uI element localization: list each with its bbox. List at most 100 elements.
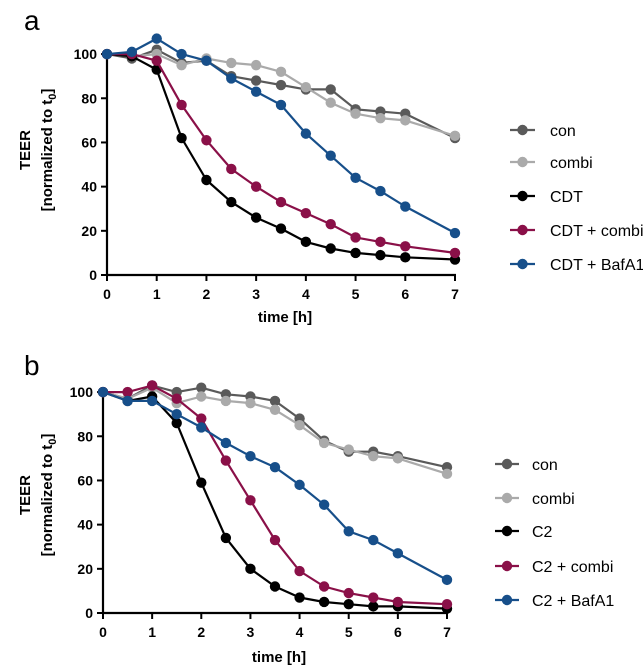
data-point: [350, 232, 361, 243]
y-axis-subtitle-text: [normalized to t: [39, 445, 56, 557]
data-point: [122, 395, 133, 407]
data-point: [400, 115, 411, 126]
legend-swatch-marker: [501, 458, 513, 470]
data-point: [269, 534, 281, 546]
x-axis-title: time [h]: [258, 309, 312, 326]
data-point: [294, 565, 305, 577]
data-point: [250, 181, 262, 192]
data-point: [196, 382, 207, 393]
data-point: [275, 223, 287, 234]
data-point: [318, 437, 330, 449]
legend-swatch-marker: [517, 258, 528, 270]
data-point: [226, 163, 237, 175]
x-axis-title: time [h]: [252, 649, 306, 666]
data-point: [368, 450, 379, 462]
y-axis-subtitle-subscript: 0: [47, 94, 59, 100]
data-point: [220, 395, 232, 407]
data-point: [176, 132, 187, 144]
legend-swatch-marker: [517, 124, 528, 136]
series-line-2: [102, 391, 448, 610]
data-point: [275, 99, 287, 111]
x-tick-label: 5: [345, 624, 353, 640]
legend-swatch-marker: [517, 190, 528, 202]
x-tick-label: 3: [247, 624, 255, 640]
legend-label: combi: [532, 491, 575, 508]
legend-swatch-marker: [501, 492, 513, 504]
data-point: [294, 479, 305, 491]
chart-panel-a: a 0 1 2 3 4 5 6 7 0 20 40 60 80 100 time [h] TEER [normal…: [17, 5, 643, 326]
data-point: [318, 596, 330, 608]
data-point: [300, 207, 312, 219]
data-point: [220, 437, 232, 449]
legend-swatch-marker: [501, 594, 513, 606]
panel-letter: b: [24, 350, 40, 381]
legend-swatch-marker: [517, 224, 528, 236]
data-point: [325, 97, 336, 108]
x-tick-label: 7: [451, 286, 459, 302]
y-tick-label: 0: [89, 267, 97, 283]
legend-label: C2: [532, 524, 553, 541]
y-axis-subtitle: [normalized to t0]: [39, 434, 59, 557]
data-point: [375, 236, 386, 248]
data-point: [325, 243, 336, 254]
data-point: [294, 592, 305, 603]
data-point: [392, 453, 404, 464]
y-tick-label: 60: [81, 134, 97, 150]
data-point: [343, 444, 354, 455]
legend-label: con: [532, 457, 558, 474]
data-point: [176, 59, 187, 71]
data-point: [201, 135, 212, 146]
y-tick-label: 60: [77, 472, 93, 488]
data-point: [325, 84, 336, 95]
data-point: [400, 201, 411, 212]
y-axis-subtitle: [normalized to t0]: [39, 89, 59, 212]
data-point: [449, 130, 461, 142]
data-point: [151, 55, 162, 66]
data-point: [122, 386, 133, 398]
data-point: [146, 395, 158, 407]
y-tick-label: 0: [85, 605, 93, 621]
data-point: [245, 450, 256, 462]
x-tick-label: 4: [296, 624, 304, 640]
data-point: [441, 468, 453, 480]
data-point: [196, 422, 207, 433]
data-point: [171, 393, 182, 404]
data-point: [226, 73, 237, 84]
data-point: [196, 477, 207, 488]
data-point: [368, 601, 379, 612]
data-point: [343, 587, 354, 599]
data-point: [245, 397, 256, 409]
y-axis-subtitle-text: [normalized to t: [39, 100, 56, 212]
data-point: [151, 33, 162, 44]
data-point: [449, 227, 461, 239]
data-point: [101, 48, 113, 60]
x-tick-label: 2: [197, 624, 205, 640]
data-point: [300, 128, 312, 139]
data-point: [245, 563, 256, 575]
data-point: [171, 408, 182, 420]
x-tick-label: 5: [352, 286, 360, 302]
data-point: [196, 391, 207, 402]
data-point: [318, 499, 330, 510]
data-point: [441, 574, 453, 586]
panel-letter: a: [24, 5, 40, 36]
data-point: [126, 46, 138, 58]
legend-swatch-marker: [517, 156, 528, 168]
data-point: [392, 548, 404, 559]
data-point: [226, 57, 237, 69]
x-tick-label: 0: [103, 286, 111, 302]
data-point: [325, 218, 336, 230]
y-tick-label: 100: [70, 384, 94, 400]
data-point: [343, 526, 354, 537]
data-point: [400, 241, 411, 252]
x-tick-label: 6: [401, 286, 409, 302]
data-point: [294, 420, 305, 431]
data-point: [269, 395, 281, 407]
legend-label: CDT: [550, 189, 583, 206]
y-tick-label: 20: [81, 223, 97, 239]
legend-label: con: [550, 123, 576, 140]
data-point: [300, 236, 312, 248]
y-axis-subtitle-end: ]: [39, 434, 56, 439]
x-tick-label: 4: [302, 286, 310, 302]
